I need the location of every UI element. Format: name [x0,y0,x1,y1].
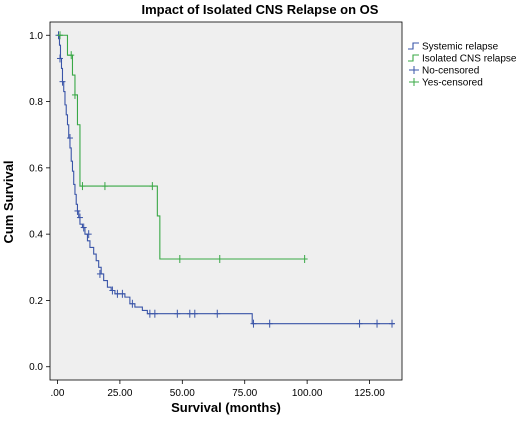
x-tick-label: .00 [51,388,65,399]
legend-step-swatch [408,54,419,62]
censor-mark [74,206,81,215]
censor-mark [151,309,158,318]
censor-mark [389,319,396,328]
censor-mark [85,230,92,239]
legend-item: Systemic relapse [408,42,499,53]
censor-mark [109,286,116,295]
censor-mark [149,182,156,191]
censor-mark [356,319,363,328]
censor-mark [266,319,273,328]
censor-mark [71,90,78,99]
censor-mark [174,309,181,318]
plot-area [49,21,403,381]
censor-mark [129,299,136,308]
legend-label: Yes-censored [422,78,483,89]
legend-label: Systemic relapse [422,42,499,53]
x-tick-label: 25.00 [107,388,132,399]
censor-mark [68,51,75,60]
x-tick-label: 75.00 [232,388,257,399]
y-tick-label: 0.6 [29,163,43,174]
legend-item: Isolated CNS relapse [408,54,517,65]
censor-mark [119,289,126,298]
x-tick-label: 100.00 [292,388,323,399]
censor-mark [176,255,183,264]
y-axis-title: Cum Survival [1,160,16,243]
censor-mark [191,309,198,318]
censor-mark [56,31,63,40]
censor-mark [56,54,63,63]
legend-item: Yes-censored [409,78,483,89]
censor-mark [59,77,66,86]
legend-item: No-censored [409,66,479,77]
y-tick-label: 0.4 [29,230,43,241]
censor-mark [80,223,87,232]
legend-step-swatch [408,42,419,50]
censor-mark [250,319,257,328]
y-tick-label: 0.2 [29,296,43,307]
censor-mark [79,182,86,191]
legend-label: No-censored [422,66,479,77]
censor-mark [216,255,223,264]
x-axis-title: Survival (months) [171,400,281,415]
censor-mark [374,319,381,328]
censor-mark [76,213,83,222]
censor-mark [101,182,108,191]
censor-mark [66,134,73,143]
y-tick-label: 0.0 [29,362,43,373]
censor-mark [96,269,103,278]
legend-label: Isolated CNS relapse [422,54,517,65]
y-tick-label: 1.0 [29,31,43,42]
x-tick-label: 125.00 [354,388,385,399]
x-tick-label: 50.00 [170,388,195,399]
y-tick-label: 0.8 [29,97,43,108]
chart-title: Impact of Isolated CNS Relapse on OS [142,2,379,17]
censor-mark [214,309,221,318]
censor-mark [301,255,308,264]
